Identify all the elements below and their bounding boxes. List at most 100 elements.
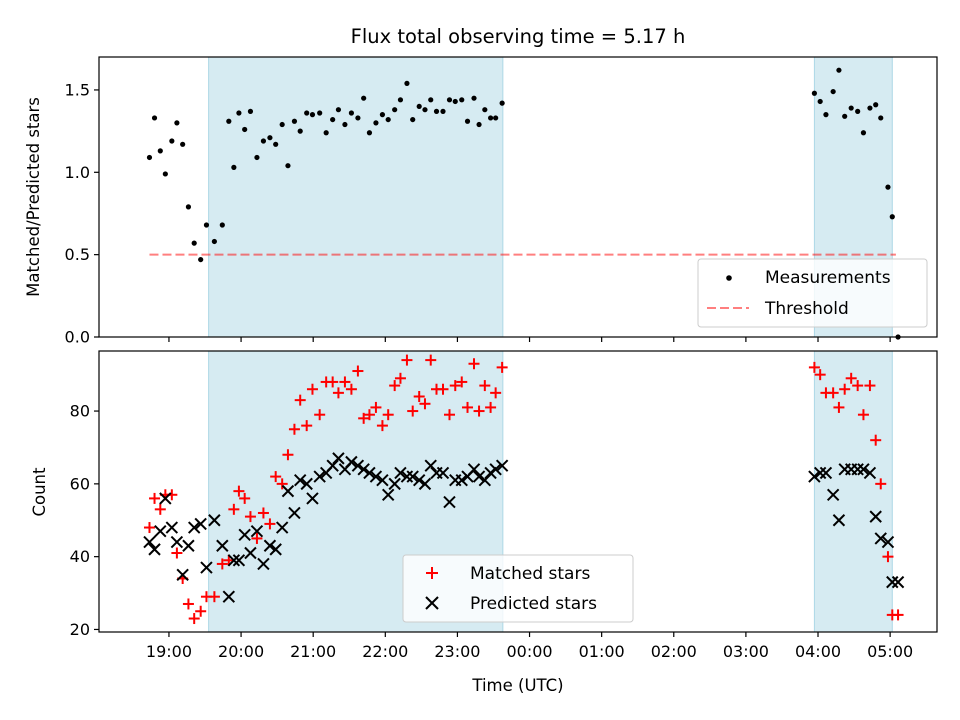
measurement-point xyxy=(185,204,192,210)
y-tick-label: 1.5 xyxy=(65,80,90,99)
measurement-point xyxy=(191,240,197,246)
measurement-point xyxy=(499,100,505,106)
predicted-star-point xyxy=(406,470,419,483)
top-legend: Measurements Threshold xyxy=(697,258,928,328)
matched-star-point xyxy=(382,409,394,421)
predicted-star-point xyxy=(394,466,407,480)
measurement-point xyxy=(410,116,416,123)
predicted-star-point xyxy=(326,459,339,472)
matched-star-point xyxy=(875,478,887,490)
predicted-star-point xyxy=(244,546,257,560)
bottom-legend-box xyxy=(402,554,634,623)
top-y-ticks: 0.0 0.5 1.0 1.5 xyxy=(65,80,99,347)
measurement-point xyxy=(151,115,158,121)
measurement-point xyxy=(476,121,482,128)
measurement-point xyxy=(404,80,410,86)
measurement-point xyxy=(273,141,279,147)
matched-star-point xyxy=(339,376,351,388)
predicted-star-point xyxy=(808,470,821,483)
measurement-point xyxy=(330,116,336,123)
matched-star-point xyxy=(216,558,228,570)
measurement-point xyxy=(379,112,386,118)
predicted-star-point xyxy=(176,568,189,582)
y-tick-label: 0.0 xyxy=(65,328,90,347)
matched-star-point xyxy=(473,405,485,417)
measurement-point xyxy=(317,110,323,116)
bottom-y-ticks: 20 40 60 80 xyxy=(70,402,99,639)
measurement-point xyxy=(373,120,379,126)
measurement-point xyxy=(416,103,422,110)
matched-star-point xyxy=(327,376,339,388)
measurement-point xyxy=(254,154,260,161)
predicted-star-point xyxy=(288,506,301,520)
predicted-star-point xyxy=(443,495,456,509)
measurement-point xyxy=(219,222,225,228)
predicted-star-point xyxy=(400,470,414,483)
matched-star-point xyxy=(456,376,468,388)
predicted-star-point xyxy=(313,470,326,483)
predicted-star-point xyxy=(418,477,432,491)
predicted-star-point xyxy=(857,463,870,476)
measurement-point xyxy=(285,163,291,169)
predicted-star-point xyxy=(881,535,895,549)
predicted-star-point xyxy=(154,524,167,538)
matched-star-point xyxy=(462,401,474,413)
matched-star-point xyxy=(301,420,313,432)
measurement-point xyxy=(236,110,242,116)
y-tick-label: 60 xyxy=(70,474,90,493)
matched-star-point xyxy=(208,591,220,603)
matched-star-point xyxy=(437,383,449,395)
measurement-point xyxy=(342,121,348,128)
matched-star-point xyxy=(143,522,155,534)
measurement-point xyxy=(889,214,895,220)
measurement-point xyxy=(493,115,499,121)
measurement-point xyxy=(842,113,848,119)
matched-star-point xyxy=(419,398,431,410)
matched-star-point xyxy=(833,401,845,413)
predicted-star-point xyxy=(886,575,899,589)
matched-star-point xyxy=(171,547,183,559)
x-tick-label: 04:00 xyxy=(795,642,841,661)
measurement-point xyxy=(459,97,465,103)
y-tick-label: 1.0 xyxy=(65,163,90,182)
matched-star-point xyxy=(276,478,288,490)
matched-star-point xyxy=(479,380,491,392)
matched-star-point xyxy=(882,551,894,563)
matched-star-point xyxy=(306,383,318,395)
legend-matched-marker xyxy=(426,567,438,579)
matched-star-point xyxy=(149,492,161,504)
y-tick-label: 0.5 xyxy=(65,245,90,264)
matched-star-point xyxy=(389,380,401,392)
top-ylabel: Matched/Predicted stars xyxy=(24,97,43,297)
shaded-span-1 xyxy=(813,350,893,633)
measurement-point xyxy=(323,130,329,136)
measurement-point xyxy=(446,97,453,103)
predicted-star-point xyxy=(269,543,282,556)
matched-star-point xyxy=(288,423,300,435)
measurement-point xyxy=(366,130,373,136)
top-legend-box xyxy=(697,258,928,328)
predicted-star-point xyxy=(345,455,358,469)
measurement-point xyxy=(247,108,254,114)
predicted-star-point xyxy=(148,543,161,556)
legend-measurements-marker xyxy=(726,275,732,281)
predicted-star-point xyxy=(250,524,264,538)
matched-star-point xyxy=(239,492,251,504)
measurement-point xyxy=(211,238,217,245)
matched-star-point xyxy=(407,405,419,417)
predicted-star-point xyxy=(869,510,882,523)
measurement-point xyxy=(242,126,248,133)
measurement-point xyxy=(464,118,471,124)
predicted-star-point xyxy=(436,466,450,480)
predicted-star-point xyxy=(851,463,864,476)
legend-predicted-marker xyxy=(425,596,439,610)
measurement-point xyxy=(433,108,440,114)
measurement-point xyxy=(830,88,836,95)
y-tick-label: 20 xyxy=(70,620,90,639)
measurement-point xyxy=(231,164,237,170)
top-axes-frame xyxy=(98,56,938,338)
predicted-star-point xyxy=(238,528,251,542)
matched-star-point xyxy=(401,354,413,366)
matched-star-point xyxy=(182,598,194,610)
